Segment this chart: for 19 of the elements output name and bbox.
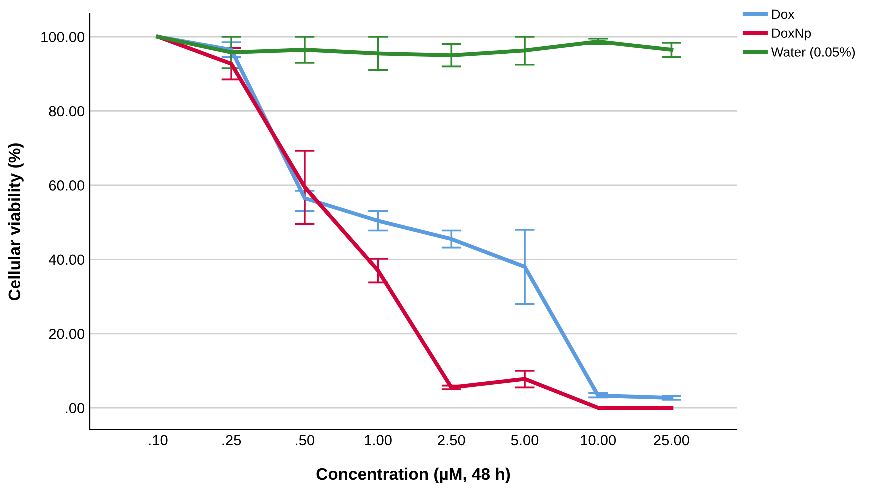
- x-tick-label: .50: [296, 435, 314, 446]
- y-tick-label: 60.00: [49, 180, 85, 191]
- x-tick-label: .25: [222, 435, 242, 446]
- x-tick-label: 2.50: [438, 435, 466, 446]
- legend-label: Dox: [772, 10, 795, 20]
- x-tick-label: 1.00: [365, 435, 392, 446]
- y-tick-label: 80.00: [49, 106, 85, 117]
- y-tick-label: .00: [66, 403, 85, 414]
- x-tick-label: 5.00: [511, 435, 539, 446]
- x-tick-label: .10: [149, 435, 168, 446]
- legend-label: Water (0.05%): [771, 47, 856, 60]
- y-tick-label: 40.00: [48, 254, 85, 266]
- x-tick-label: 10.00: [581, 435, 616, 446]
- y-tick-label: 20.00: [49, 328, 85, 340]
- legend-label: DoxNp: [772, 28, 812, 41]
- x-tick-label: 25.00: [654, 435, 690, 446]
- y-tick-label: 100.00: [42, 32, 85, 42]
- x-axis-title: Concentration (µM, 48 h): [316, 468, 510, 484]
- y-axis-title: Cellular viability (%): [8, 144, 24, 300]
